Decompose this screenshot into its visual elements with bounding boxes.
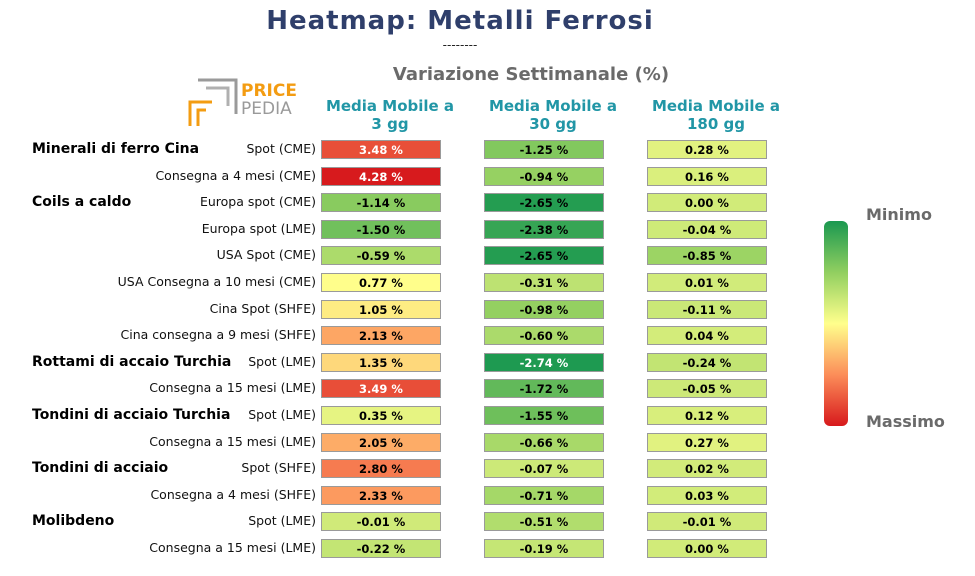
heatmap-cell: 1.35 % xyxy=(321,352,441,372)
row-label: Europa spot (LME) xyxy=(201,220,316,236)
heatmap-cell: 4.28 % xyxy=(321,166,441,186)
legend-max-label: Massimo xyxy=(866,412,945,431)
row-label: Cina consegna a 9 mesi (SHFE) xyxy=(120,327,316,343)
heatmap-cell: -1.25 % xyxy=(484,140,604,159)
heatmap-cell: -0.60 % xyxy=(484,326,604,346)
heatmap-cell: -0.01 % xyxy=(321,512,441,532)
row-label: Consegna a 4 mesi (SHFE) xyxy=(150,486,316,502)
heatmap-cell: -0.66 % xyxy=(484,432,604,452)
heatmap-cell: 0.00 % xyxy=(647,539,767,558)
heatmap-cell: 0.35 % xyxy=(321,406,441,425)
row-group-label: Coils a caldo xyxy=(32,194,132,211)
row-label: Consegna a 15 mesi (LME) xyxy=(149,380,316,396)
heatmap-cell: -2.74 % xyxy=(484,352,604,372)
heatmap-cell: 3.48 % xyxy=(321,140,441,159)
heatmap-cell: -0.59 % xyxy=(321,246,441,266)
row-label: Europa spot (CME) xyxy=(199,194,316,210)
logo-text-price: PRICE xyxy=(241,81,297,101)
row-group-label: Tondini di acciaio xyxy=(32,460,169,477)
heatmap-cell: 0.12 % xyxy=(647,406,767,425)
legend-min-label: Minimo xyxy=(866,205,932,224)
heatmap-cell: -2.65 % xyxy=(484,193,604,213)
heatmap-cell: 0.02 % xyxy=(647,459,767,479)
heatmap-cell: 2.13 % xyxy=(321,326,441,346)
logo-text-pedia: PEDIA xyxy=(241,99,292,119)
row-label: Spot (LME) xyxy=(248,353,316,369)
row-label: Spot (LME) xyxy=(248,513,316,529)
heatmap-cell: 1.05 % xyxy=(321,299,441,319)
heatmap-cell: -0.94 % xyxy=(484,166,604,186)
row-group-label: Tondini di acciaio Turchia xyxy=(32,407,231,423)
column-header-30gg: Media Mobile a 30 gg xyxy=(488,97,618,133)
row-label: Consegna a 15 mesi (LME) xyxy=(149,540,316,555)
heatmap-cell: -0.98 % xyxy=(484,299,604,319)
heatmap-cell: 0.03 % xyxy=(647,485,767,505)
heatmap-cell: -0.05 % xyxy=(647,379,767,399)
heatmap-cell: -2.38 % xyxy=(484,219,604,239)
chart-title: Heatmap: Metalli Ferrosi xyxy=(266,6,654,36)
heatmap-cell: -0.22 % xyxy=(321,539,441,558)
heatmap-cell: -1.55 % xyxy=(484,406,604,425)
row-label: Consegna a 15 mesi (LME) xyxy=(149,433,316,449)
row-label: USA Consegna a 10 mesi (CME) xyxy=(117,274,316,289)
heatmap-subtitle: Variazione Settimanale (%) xyxy=(392,64,670,85)
column-header-180gg: Media Mobile a 180 gg xyxy=(651,97,781,133)
heatmap-cell: 0.27 % xyxy=(647,432,767,452)
heatmap-cell: 2.05 % xyxy=(321,432,441,452)
heatmap-cell: -1.14 % xyxy=(321,193,441,213)
heatmap-cell: -0.19 % xyxy=(484,539,604,558)
title-separator: -------- xyxy=(442,38,478,52)
color-scale-bar xyxy=(824,221,848,426)
heatmap-cell: 0.01 % xyxy=(647,273,767,292)
heatmap-cell: -0.07 % xyxy=(484,459,604,479)
heatmap-cell: 0.04 % xyxy=(647,326,767,346)
heatmap-cell: -0.31 % xyxy=(484,273,604,292)
heatmap-cell: 2.33 % xyxy=(321,485,441,505)
heatmap-cell: 0.00 % xyxy=(647,193,767,213)
heatmap-cell: 0.16 % xyxy=(647,166,767,186)
row-group-label: Minerali di ferro Cina xyxy=(32,141,200,157)
heatmap-cell: -0.85 % xyxy=(647,246,767,266)
row-label: Spot (SHFE) xyxy=(241,460,316,476)
pricepedia-logo: PRICE PEDIA xyxy=(188,78,297,126)
row-label: Consegna a 4 mesi (CME) xyxy=(155,167,316,183)
row-label: Spot (CME) xyxy=(246,141,316,156)
heatmap-cell: 0.28 % xyxy=(647,140,767,159)
heatmap-cell: -0.51 % xyxy=(484,512,604,532)
heatmap-cell: -2.65 % xyxy=(484,246,604,266)
heatmap-cell: -1.50 % xyxy=(321,219,441,239)
column-header-3gg: Media Mobile a 3 gg xyxy=(325,97,455,133)
heatmap-cell: 0.77 % xyxy=(321,273,441,292)
heatmap-cell: 2.80 % xyxy=(321,459,441,479)
heatmap-cell: -0.01 % xyxy=(647,512,767,532)
heatmap-cell: -0.04 % xyxy=(647,219,767,239)
row-label: Spot (LME) xyxy=(248,407,316,422)
heatmap-cell: -0.24 % xyxy=(647,352,767,372)
row-label: Cina Spot (SHFE) xyxy=(209,300,316,316)
heatmap-cell: 3.49 % xyxy=(321,379,441,399)
row-label: USA Spot (CME) xyxy=(216,247,316,263)
heatmap-cell: -0.11 % xyxy=(647,299,767,319)
heatmap-cell: -0.71 % xyxy=(484,485,604,505)
heatmap-cell: -1.72 % xyxy=(484,379,604,399)
row-group-label: Molibdeno xyxy=(32,513,115,530)
row-group-label: Rottami di accaio Turchia xyxy=(32,353,232,370)
